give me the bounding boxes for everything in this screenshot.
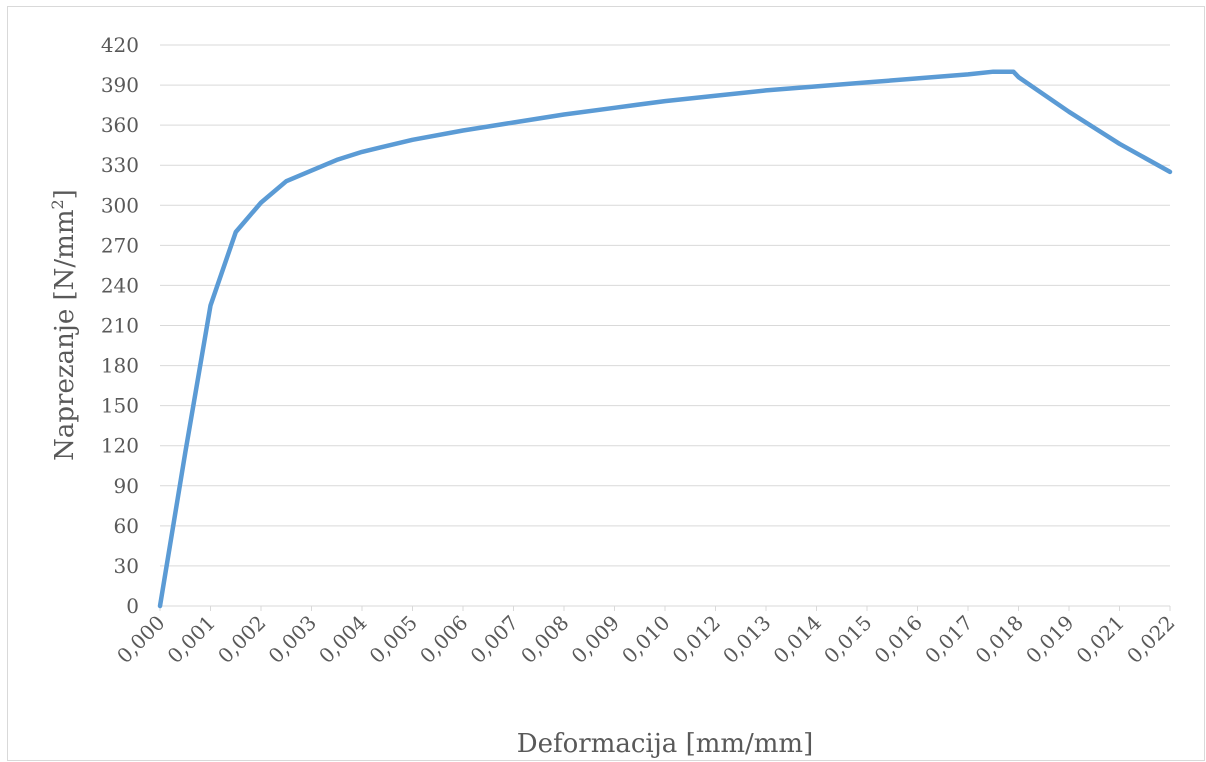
- x-tick-label: 0,015: [819, 611, 876, 668]
- x-tick-label: 0,001: [163, 611, 220, 668]
- y-tick-label: 210: [101, 314, 139, 338]
- x-tick-label: 0,013: [718, 611, 775, 668]
- x-tick-label: 0,017: [920, 611, 977, 668]
- y-tick-label: 120: [101, 434, 139, 458]
- y-tick-label: 270: [101, 233, 139, 257]
- x-tick-label: 0,014: [769, 611, 826, 668]
- chart-frame: [7, 6, 1205, 761]
- x-tick-label: 0,019: [1021, 611, 1078, 668]
- y-axis-title-superscript: 2: [48, 199, 67, 209]
- x-tick-label: 0,012: [668, 611, 725, 668]
- series-line: [157, 69, 1173, 609]
- x-tick-label: 0,004: [314, 611, 371, 668]
- y-tick-label: 150: [101, 394, 139, 418]
- y-tick-label: 90: [114, 474, 139, 498]
- y-tick-label: 240: [101, 273, 139, 297]
- x-tick-label: 0,009: [567, 611, 624, 668]
- x-tick-label: 0,000: [112, 611, 169, 668]
- x-tick-label: 0,021: [1072, 611, 1129, 668]
- y-tick-label: 390: [101, 73, 139, 97]
- x-tick-label: 0,016: [870, 611, 927, 668]
- series-layer: [157, 69, 1173, 609]
- x-tick-label: 0,010: [617, 611, 674, 668]
- gridlines: [160, 44, 1170, 607]
- y-tick-label: 300: [101, 193, 139, 217]
- y-tick-label: 30: [114, 554, 139, 578]
- x-tick-label: 0,022: [1122, 611, 1179, 668]
- y-axis-title-end: ]: [50, 189, 80, 199]
- x-tick-label: 0,008: [516, 611, 573, 668]
- x-tick-label: 0,002: [213, 611, 270, 668]
- y-tick-label: 180: [101, 354, 139, 378]
- y-axis-title: Naprezanje [N/mm2]: [48, 189, 80, 461]
- y-tick-label: 0: [126, 594, 139, 618]
- y-axis-ticks: 0 30 60 90 120 150 180 210 240 270 300 330 360 390 420: [101, 33, 139, 618]
- x-tick-label: 0,005: [365, 611, 422, 668]
- y-tick-label: 60: [114, 514, 139, 538]
- x-axis-title: Deformacija [mm/mm]: [517, 729, 813, 759]
- y-tick-label: 360: [101, 113, 139, 137]
- x-tick-label: 0,018: [971, 611, 1028, 668]
- x-axis-ticks: 0,0000,0010,0020,0030,0040,0050,0060,007…: [112, 606, 1180, 668]
- y-axis-title-main: Naprezanje [N/mm: [50, 210, 80, 461]
- x-tick-label: 0,003: [264, 611, 321, 668]
- y-tick-label: 330: [101, 153, 139, 177]
- y-tick-label: 420: [101, 33, 139, 57]
- x-tick-label: 0,007: [466, 611, 523, 668]
- x-tick-label: 0,006: [415, 611, 472, 668]
